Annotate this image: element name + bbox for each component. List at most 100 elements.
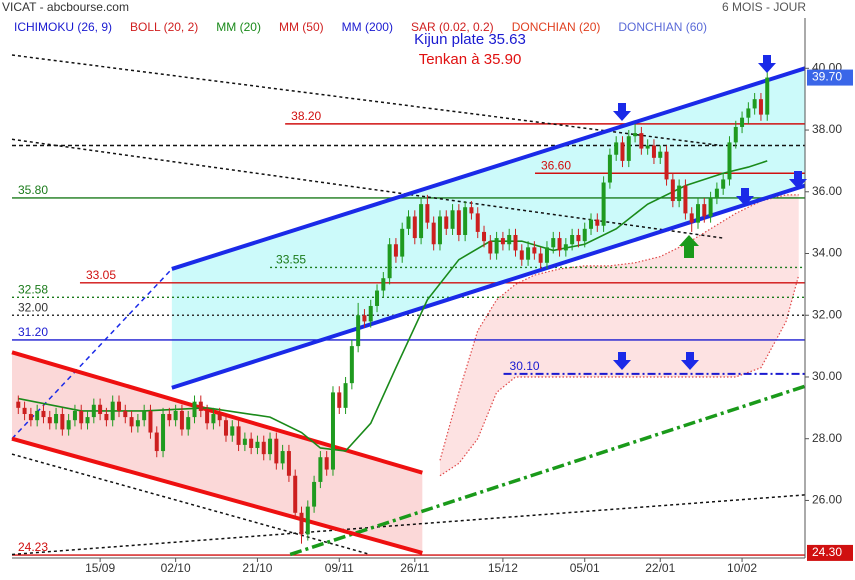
candle-body <box>419 204 424 239</box>
candle-body <box>381 278 386 291</box>
candle-body <box>28 414 33 421</box>
candle-body <box>173 410 178 421</box>
candle-body <box>752 99 757 109</box>
candle-body <box>708 197 713 217</box>
candle-body <box>425 204 430 223</box>
candle-body <box>85 417 90 424</box>
candle-body <box>670 179 675 202</box>
candle-body <box>721 179 726 189</box>
annotation: Kijun plate 35.63 <box>414 31 526 48</box>
level-label: 32.00 <box>18 300 48 314</box>
ichimoku-cloud <box>439 194 799 476</box>
level-label: 33.55 <box>276 253 306 267</box>
candle-body <box>274 438 279 464</box>
candle-body <box>532 247 537 254</box>
candle-body <box>343 383 348 408</box>
candle-body <box>35 410 40 421</box>
level-label: 38.20 <box>291 109 321 123</box>
candle-body <box>72 410 77 421</box>
front-layer: 38.20 36.60 35.80 33.55 33.05 32.58 32.00 31.20… <box>12 18 853 575</box>
candle-body <box>186 417 191 430</box>
level-label: 36.60 <box>541 158 571 172</box>
candle-body <box>41 410 46 418</box>
candle-body <box>696 204 701 223</box>
candle-body <box>142 410 147 421</box>
candle-body <box>286 451 291 476</box>
y-tick-label: 26.00 <box>812 493 842 507</box>
candle-body <box>406 216 411 229</box>
candle-body <box>765 77 770 115</box>
legend-item: SAR (0.02, 0.2) <box>411 20 494 34</box>
x-tick-label: 26/11 <box>400 561 429 575</box>
candle-body <box>280 451 285 464</box>
candle-body <box>463 207 468 235</box>
candle-body <box>387 244 392 279</box>
candle-body <box>526 247 531 260</box>
candle-body <box>651 145 656 158</box>
price-tag-label: 24.30 <box>812 545 842 559</box>
up-arrow <box>679 235 699 258</box>
candle-body <box>66 420 71 430</box>
down-arrow <box>613 352 631 370</box>
trendline <box>289 384 806 557</box>
candle-body <box>689 213 694 223</box>
down-arrow <box>736 188 754 206</box>
candle-body <box>293 475 298 513</box>
candle-body <box>393 244 398 257</box>
y-tick-label: 28.00 <box>812 431 842 445</box>
x-tick-label: 05/01 <box>570 561 600 575</box>
legend-item: MM (20) <box>216 20 261 34</box>
candle-body <box>551 238 556 248</box>
candle-body <box>47 417 52 424</box>
legend-item: DONCHIAN (60) <box>618 20 707 34</box>
candle-body <box>110 401 115 421</box>
candle-body <box>54 414 59 424</box>
x-tick-label: 09/11 <box>325 561 354 575</box>
candle-body <box>242 438 247 445</box>
candle-body <box>217 414 222 421</box>
x-tick-label: 10/02 <box>727 561 757 575</box>
chart-title: VICAT - abcbourse.com <box>2 0 129 14</box>
candle-body <box>740 117 745 127</box>
candle-body <box>658 151 663 158</box>
legend-item: BOLL (20, 2) <box>130 20 198 34</box>
candle-body <box>154 432 159 452</box>
legend-item: ICHIMOKU (26, 9) <box>14 20 112 34</box>
candle-body <box>683 185 688 214</box>
candle-body <box>519 250 524 260</box>
candle-body <box>614 142 619 155</box>
trendline <box>11 494 806 556</box>
x-tick-label: 22/01 <box>645 561 675 575</box>
candle-body <box>714 188 719 198</box>
trendline <box>11 268 173 440</box>
channel-line <box>171 66 806 271</box>
candle-body <box>589 219 594 229</box>
candle-body <box>129 417 134 427</box>
candle-body <box>507 234 512 245</box>
candle-body <box>677 185 682 202</box>
y-tick-label: 30.00 <box>812 369 842 383</box>
candle-body <box>727 142 732 180</box>
candle-body <box>576 234 581 242</box>
x-tick-label: 15/09 <box>85 561 115 575</box>
candle-body <box>135 420 140 427</box>
candle-body <box>223 420 228 436</box>
y-tick-label: 38.00 <box>812 122 842 136</box>
candle-body <box>337 392 342 408</box>
candle-body <box>116 401 121 411</box>
header: VICAT - abcbourse.com 6 MOIS - JOUR Kiju… <box>2 0 806 68</box>
channel-line <box>11 436 423 555</box>
candle-body <box>607 154 612 183</box>
candle-body <box>211 414 216 424</box>
candle-body <box>179 410 184 430</box>
candle-body <box>330 392 335 470</box>
candle-body <box>91 404 96 418</box>
candle-body <box>626 136 631 161</box>
candle-body <box>633 133 638 137</box>
candle-body <box>261 441 266 455</box>
candle-body <box>60 414 65 430</box>
candle-body <box>758 99 763 115</box>
candle-body <box>205 410 210 424</box>
candle-body <box>444 216 449 229</box>
